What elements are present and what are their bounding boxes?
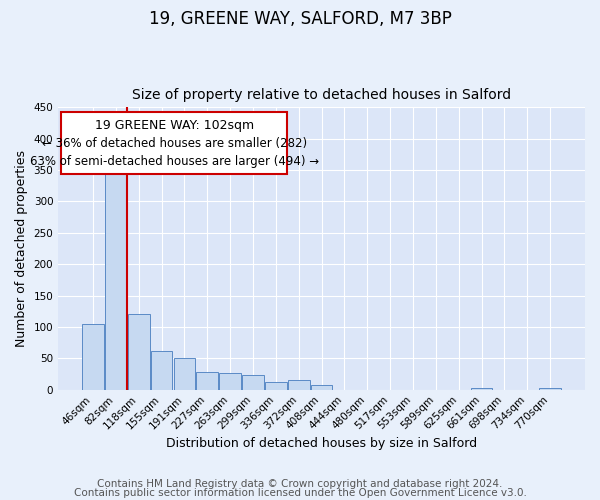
Bar <box>242 374 264 390</box>
Text: 19, GREENE WAY, SALFORD, M7 3BP: 19, GREENE WAY, SALFORD, M7 3BP <box>149 10 451 28</box>
X-axis label: Distribution of detached houses by size in Salford: Distribution of detached houses by size … <box>166 437 477 450</box>
Bar <box>219 374 241 390</box>
Title: Size of property relative to detached houses in Salford: Size of property relative to detached ho… <box>132 88 511 102</box>
Bar <box>288 380 310 390</box>
Bar <box>82 324 104 390</box>
Text: 19 GREENE WAY: 102sqm: 19 GREENE WAY: 102sqm <box>95 118 254 132</box>
Text: ← 36% of detached houses are smaller (282): ← 36% of detached houses are smaller (28… <box>41 137 307 150</box>
Bar <box>539 388 561 390</box>
Text: Contains public sector information licensed under the Open Government Licence v3: Contains public sector information licen… <box>74 488 526 498</box>
Bar <box>265 382 287 390</box>
FancyBboxPatch shape <box>61 112 287 174</box>
Bar <box>105 167 127 390</box>
Bar <box>311 386 332 390</box>
Bar <box>128 314 149 390</box>
Text: Contains HM Land Registry data © Crown copyright and database right 2024.: Contains HM Land Registry data © Crown c… <box>97 479 503 489</box>
Bar <box>151 351 172 390</box>
Y-axis label: Number of detached properties: Number of detached properties <box>15 150 28 347</box>
Text: 63% of semi-detached houses are larger (494) →: 63% of semi-detached houses are larger (… <box>29 155 319 168</box>
Bar <box>196 372 218 390</box>
Bar <box>173 358 195 390</box>
Bar <box>471 388 493 390</box>
